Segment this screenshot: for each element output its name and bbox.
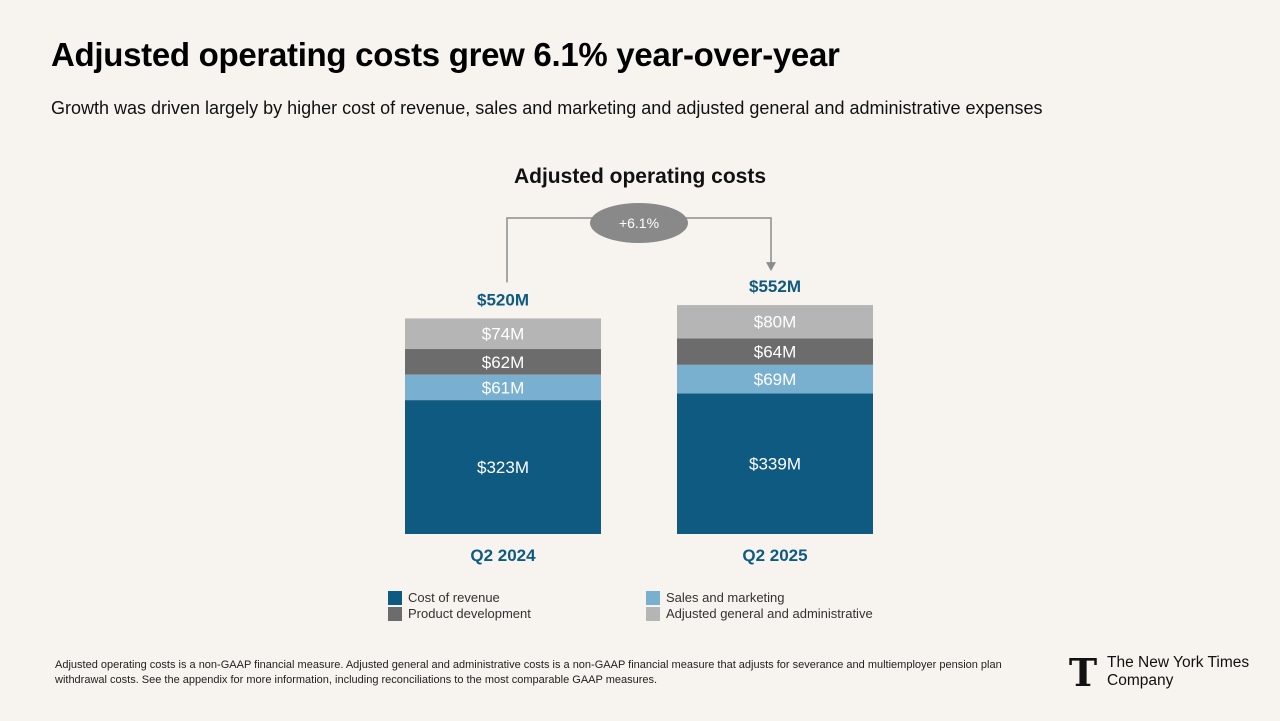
bar-segment-cost-of-revenue [677,393,873,534]
bar-segment-adjusted-general-and-administrative [405,318,601,350]
bar-segment-cost-of-revenue [405,400,601,534]
bar-segment-product-development [677,338,873,365]
x-axis-category-label: Q2 2025 [742,546,807,565]
legend-item-sales-and-marketing: Sales and marketing [646,590,785,605]
bar-value-label: $339M [749,455,801,474]
bar-segment-sales-and-marketing [677,364,873,394]
bar-value-label: $74M [482,325,525,344]
company-logo: T The New York Times Company [1068,649,1249,695]
legend-label: Sales and marketing [666,590,785,605]
legend-swatch [646,606,660,621]
bar-segment-adjusted-general-and-administrative [677,305,873,339]
legend-label: Cost of revenue [408,590,500,605]
bar-segment-sales-and-marketing [405,374,601,401]
legend-item-product-development: Product development [388,606,531,621]
bar-segment-product-development [405,349,601,375]
x-axis-category-label: Q2 2024 [470,546,536,565]
footnote: Adjusted operating costs is a non-GAAP f… [55,659,1002,686]
arrow-down-icon [766,262,776,272]
logo-line-2: Company [1107,672,1174,689]
legend-swatch [646,590,660,605]
growth-badge-label: +6.1% [619,215,659,231]
legend-item-adjusted-general-and-administrative: Adjusted general and administrative [646,606,873,621]
chart-title: Adjusted operating costs [514,165,766,188]
bar-value-label: $61M [482,378,525,397]
legend-swatch [388,590,402,605]
logo-line-1: The New York Times [1107,654,1250,671]
nyt-logo-icon: T [1068,649,1098,695]
legend-swatch [388,606,402,621]
legend-label: Product development [408,606,531,621]
chart-legend: Cost of revenue Sales and marketing Prod… [388,590,948,626]
bar-total-label: $520M [477,290,529,309]
bar-value-label: $62M [482,353,525,372]
bar-value-label: $64M [754,343,797,362]
legend-label: Adjusted general and administrative [666,606,873,621]
bar-value-label: $323M [477,458,529,477]
page-title: Adjusted operating costs grew 6.1% year-… [51,36,840,73]
bar-value-label: $69M [754,370,797,389]
logo-text: The New York Times Company [1107,654,1249,690]
bar-total-label: $552M [749,277,801,296]
page-subtitle: Growth was driven largely by higher cost… [51,98,1043,118]
legend-item-cost-of-revenue: Cost of revenue [388,590,500,605]
bar-value-label: $80M [754,313,797,332]
growth-badge [590,203,688,243]
